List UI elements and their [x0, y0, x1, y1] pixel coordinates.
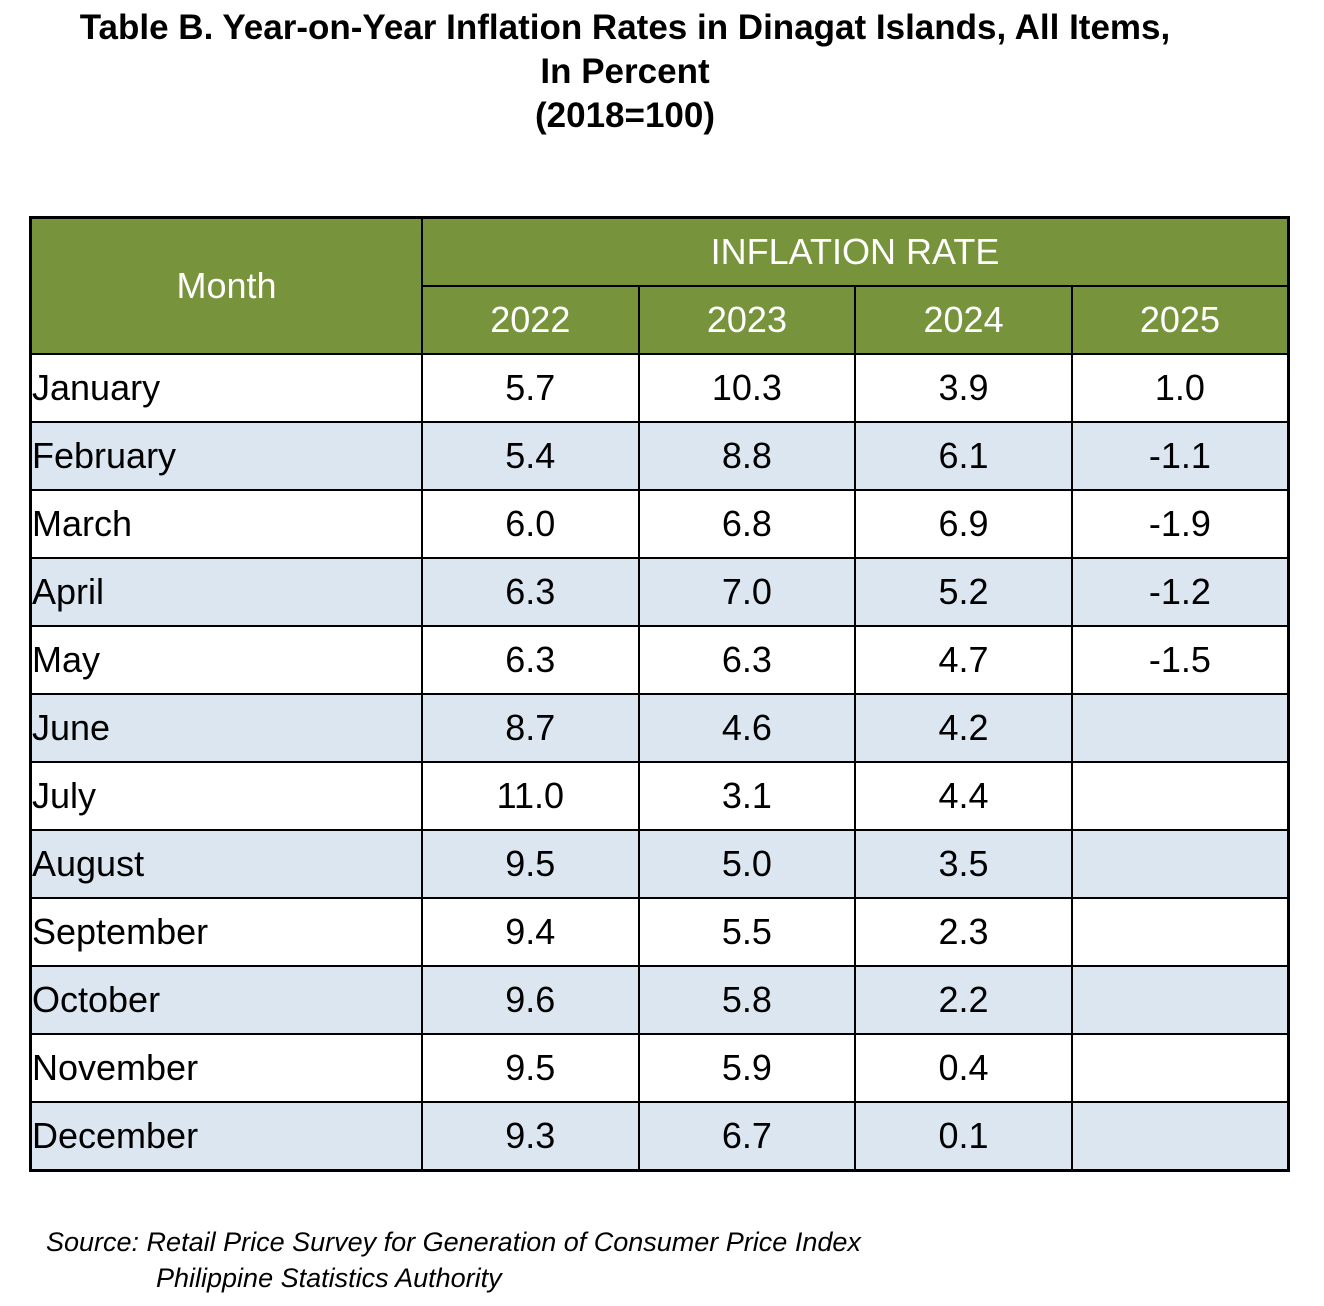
table-row: December 9.3 6.7 0.1 — [29, 1101, 1290, 1172]
rate-cell-2022: 6.3 — [421, 557, 640, 627]
title-line-2: In Percent — [540, 52, 710, 91]
rate-cell-2022: 9.6 — [421, 965, 640, 1035]
rate-cell-2023: 3.1 — [637, 761, 857, 831]
rate-cell-2025 — [1070, 897, 1290, 967]
table-row: January 5.7 10.3 3.9 1.0 — [29, 353, 1290, 423]
rate-cell-2023: 6.8 — [637, 489, 857, 559]
rate-cell-2024: 6.1 — [854, 421, 1073, 491]
table-row: September 9.4 5.5 2.3 — [29, 897, 1290, 967]
table-row: August 9.5 5.0 3.5 — [29, 829, 1290, 899]
rate-cell-2025 — [1070, 829, 1290, 899]
rate-cell-2022: 6.3 — [421, 625, 640, 695]
rate-cell-2024: 6.9 — [854, 489, 1073, 559]
rate-cell-2024: 0.4 — [854, 1033, 1073, 1103]
table-title: Table B. Year-on-Year Inflation Rates in… — [0, 6, 1250, 138]
rate-cell-2024: 2.3 — [854, 897, 1073, 967]
rate-cell-2024: 3.9 — [854, 353, 1073, 423]
month-cell: June — [29, 693, 423, 763]
rate-cell-2022: 6.0 — [421, 489, 640, 559]
rate-cell-2022: 9.3 — [421, 1101, 640, 1172]
month-cell: February — [29, 421, 423, 491]
rate-cell-2024: 3.5 — [854, 829, 1073, 899]
rate-cell-2024: 4.7 — [854, 625, 1073, 695]
rate-cell-2024: 4.2 — [854, 693, 1073, 763]
rate-cell-2023: 8.8 — [637, 421, 857, 491]
rate-cell-2025: -1.1 — [1070, 421, 1290, 491]
rate-cell-2025 — [1070, 761, 1290, 831]
table-row: July 11.0 3.1 4.4 — [29, 761, 1290, 831]
year-header-2024: 2024 — [854, 285, 1073, 355]
month-cell: March — [29, 489, 423, 559]
month-cell: September — [29, 897, 423, 967]
rate-cell-2025: -1.9 — [1070, 489, 1290, 559]
month-cell: August — [29, 829, 423, 899]
table-row: November 9.5 5.9 0.4 — [29, 1033, 1290, 1103]
rate-cell-2025 — [1070, 965, 1290, 1035]
month-cell: January — [29, 353, 423, 423]
source-line-2: Philippine Statistics Authority — [156, 1263, 502, 1293]
table-row: February 5.4 8.8 6.1 -1.1 — [29, 421, 1290, 491]
source-note: Source: Retail Price Survey for Generati… — [46, 1224, 861, 1296]
rate-cell-2023: 5.5 — [637, 897, 857, 967]
month-cell: November — [29, 1033, 423, 1103]
month-column-header: Month — [29, 216, 423, 355]
month-cell: October — [29, 965, 423, 1035]
rate-cell-2025 — [1070, 693, 1290, 763]
rate-cell-2023: 5.8 — [637, 965, 857, 1035]
rate-cell-2022: 8.7 — [421, 693, 640, 763]
rate-cell-2023: 5.9 — [637, 1033, 857, 1103]
rate-cell-2023: 7.0 — [637, 557, 857, 627]
rate-cell-2023: 6.7 — [637, 1101, 857, 1172]
rate-cell-2022: 5.7 — [421, 353, 640, 423]
rate-cell-2025: -1.5 — [1070, 625, 1290, 695]
month-cell: April — [29, 557, 423, 627]
table-row: March 6.0 6.8 6.9 -1.9 — [29, 489, 1290, 559]
rate-cell-2025: -1.2 — [1070, 557, 1290, 627]
month-cell: July — [29, 761, 423, 831]
rate-cell-2024: 5.2 — [854, 557, 1073, 627]
month-cell: May — [29, 625, 423, 695]
table-body: January 5.7 10.3 3.9 1.0 February 5.4 8.8 6.1 -1.… — [29, 353, 1290, 1172]
month-cell: December — [29, 1101, 423, 1172]
rate-cell-2022: 11.0 — [421, 761, 640, 831]
source-line-1: Source: Retail Price Survey for Generati… — [46, 1227, 861, 1257]
table-row: October 9.6 5.8 2.2 — [29, 965, 1290, 1035]
rate-cell-2025: 1.0 — [1070, 353, 1290, 423]
year-header-2022: 2022 — [421, 285, 640, 355]
rate-cell-2023: 6.3 — [637, 625, 857, 695]
rate-cell-2022: 9.5 — [421, 829, 640, 899]
table-row: June 8.7 4.6 4.2 — [29, 693, 1290, 763]
rate-cell-2023: 5.0 — [637, 829, 857, 899]
rate-cell-2022: 9.5 — [421, 1033, 640, 1103]
rate-cell-2022: 5.4 — [421, 421, 640, 491]
year-header-2025: 2025 — [1070, 285, 1290, 355]
rate-cell-2024: 0.1 — [854, 1101, 1073, 1172]
rate-cell-2025 — [1070, 1033, 1290, 1103]
inflation-table: Month INFLATION RATE 2022 2023 2024 2025… — [29, 216, 1290, 1172]
rate-cell-2023: 10.3 — [637, 353, 857, 423]
rate-cell-2024: 4.4 — [854, 761, 1073, 831]
rate-cell-2022: 9.4 — [421, 897, 640, 967]
rate-cell-2023: 4.6 — [637, 693, 857, 763]
year-header-2023: 2023 — [637, 285, 857, 355]
title-line-3: (2018=100) — [534, 96, 715, 135]
title-line-1: Table B. Year-on-Year Inflation Rates in… — [79, 8, 1171, 47]
table-row: April 6.3 7.0 5.2 -1.2 — [29, 557, 1290, 627]
table-header: Month INFLATION RATE 2022 2023 2024 2025 — [29, 216, 1290, 355]
rate-cell-2024: 2.2 — [854, 965, 1073, 1035]
rate-cell-2025 — [1070, 1101, 1290, 1172]
table-row: May 6.3 6.3 4.7 -1.5 — [29, 625, 1290, 695]
inflation-rate-header: INFLATION RATE — [421, 216, 1290, 287]
